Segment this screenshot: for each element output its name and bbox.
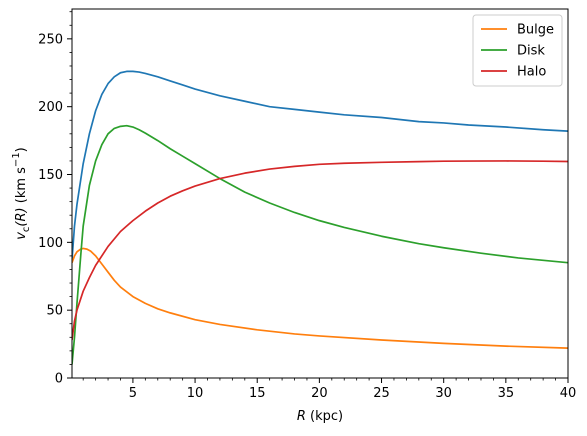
y-axis-label-sub: c bbox=[21, 227, 32, 233]
legend: Bulge Disk Halo bbox=[472, 14, 563, 87]
y-tick-label: 50 bbox=[46, 304, 63, 319]
x-tick-label: 10 bbox=[187, 386, 204, 401]
plot-frame bbox=[71, 8, 569, 379]
series-line-bulge bbox=[72, 247, 568, 349]
y-tick-label: 250 bbox=[38, 32, 63, 47]
y-tick-label: 150 bbox=[38, 168, 63, 183]
y-axis-label: vc(R) (km s−1) bbox=[11, 147, 32, 240]
y-axis-label-arg: (R) bbox=[14, 207, 29, 226]
x-axis-label-unit: (kpc) bbox=[306, 409, 343, 424]
y-axis-label-unit: (km s bbox=[14, 167, 29, 208]
y-tick-label: 0 bbox=[55, 372, 63, 387]
x-tick-label: 20 bbox=[311, 386, 328, 401]
x-tick-label: 5 bbox=[129, 386, 137, 401]
x-tick-label: 35 bbox=[498, 386, 515, 401]
x-axis-label: R (kpc) bbox=[297, 409, 343, 424]
x-tick-label: 25 bbox=[373, 386, 390, 401]
y-tick-label: 200 bbox=[38, 100, 63, 115]
legend-label-disk: Disk bbox=[517, 44, 545, 59]
x-axis-label-var: R bbox=[297, 409, 306, 424]
series-line-disk bbox=[72, 124, 568, 365]
y-tick-label: 100 bbox=[38, 236, 63, 251]
y-axis-label-exp: −1 bbox=[11, 152, 22, 167]
x-tick-label: 15 bbox=[249, 386, 266, 401]
y-axis-label-close: ) bbox=[14, 147, 29, 152]
legend-box bbox=[472, 14, 563, 87]
series-layer bbox=[72, 70, 568, 365]
series-line-total bbox=[72, 70, 568, 261]
series-line-halo bbox=[72, 160, 568, 341]
x-tick-label: 30 bbox=[435, 386, 452, 401]
legend-label-bulge: Bulge bbox=[517, 23, 554, 38]
legend-label-halo: Halo bbox=[517, 65, 546, 80]
x-tick-label: 40 bbox=[560, 386, 577, 401]
y-axis-label-var: v bbox=[14, 232, 29, 240]
